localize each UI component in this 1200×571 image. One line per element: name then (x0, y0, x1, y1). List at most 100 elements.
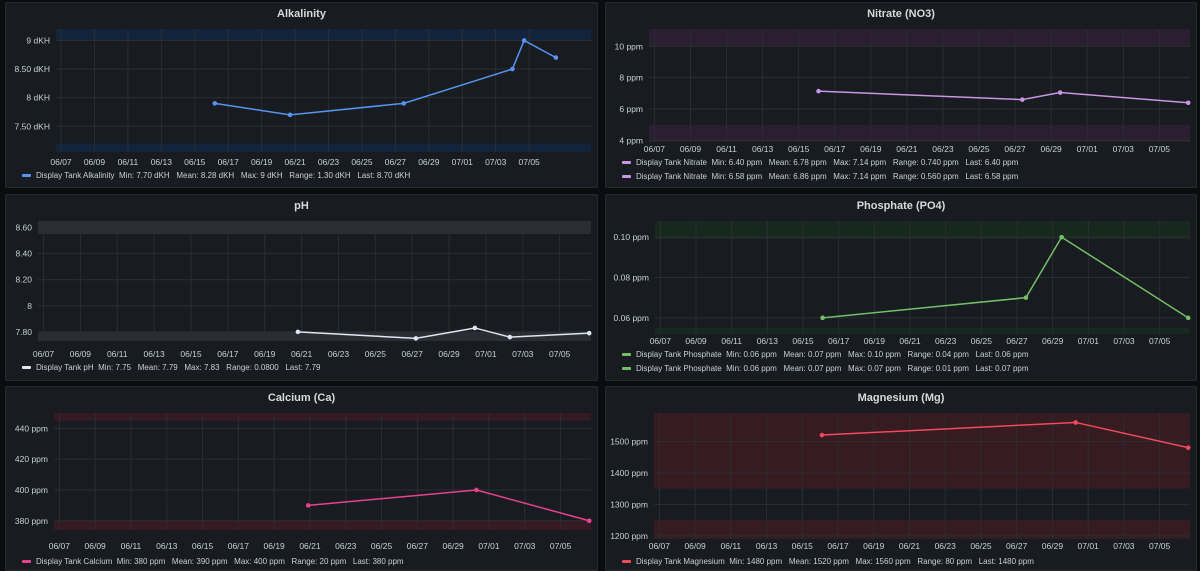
x-tick-label: 07/03 (485, 157, 507, 167)
x-tick-label: 07/01 (1078, 336, 1100, 346)
data-point[interactable] (401, 101, 407, 106)
x-tick-label: 06/19 (254, 349, 276, 359)
legend-item[interactable]: Display Tank Calcium Min: 380 ppm Mean: … (22, 555, 404, 569)
data-point[interactable] (295, 329, 301, 335)
calcium-panel[interactable]: Calcium (Ca) 06/07 06/09 06/11 06/13 06/15 06/… (5, 386, 598, 571)
x-tick-label: 06/09 (685, 336, 707, 346)
legend-swatch (22, 366, 31, 370)
threshold-band (56, 29, 591, 41)
legend-item[interactable]: Display Tank Alkalinity Min: 7.70 dKH Me… (22, 169, 410, 183)
data-point[interactable] (212, 101, 218, 106)
x-tick-label: 06/11 (721, 541, 742, 551)
phosphate-panel[interactable]: Phosphate (PO4) 06/07 06/09 06/11 06/13 06/15… (605, 194, 1197, 381)
x-tick-label: 06/15 (792, 336, 814, 346)
y-tick-label: 8.50 dKH (15, 64, 50, 74)
data-point[interactable] (472, 325, 478, 331)
legend-stats: Min: 7.75 Mean: 7.79 Max: 7.83 Range: 0.… (95, 363, 321, 372)
y-tick-label: 8.40 (15, 249, 32, 259)
legend-item[interactable]: Display Tank Nitrate Min: 6.58 ppm Mean:… (622, 170, 1018, 184)
alkalinity-legend: Display Tank Alkalinity Min: 7.70 dKH Me… (22, 169, 410, 183)
y-tick-label: 8.20 (15, 275, 32, 285)
data-point[interactable] (586, 330, 592, 336)
data-point[interactable] (305, 503, 311, 508)
phosphate-legend: Display Tank Phosphate Min: 0.06 ppm Mea… (622, 348, 1029, 376)
data-point[interactable] (820, 315, 825, 321)
x-tick-label: 06/17 (824, 144, 846, 154)
x-tick-label: 06/09 (85, 541, 107, 551)
x-tick-label: 06/11 (121, 541, 142, 551)
y-tick-label: 7.80 (15, 327, 32, 337)
data-point[interactable] (586, 518, 592, 524)
data-point[interactable] (287, 112, 293, 118)
x-tick-label: 06/25 (371, 541, 393, 551)
x-tick-label: 07/03 (514, 541, 536, 551)
x-tick-label: 07/01 (478, 541, 500, 551)
x-tick-label: 06/27 (407, 541, 429, 551)
x-tick-label: 06/25 (351, 157, 373, 167)
nitrate-panel[interactable]: Nitrate (NO3) 06/07 06/09 06/11 06/13 06/15 06… (605, 2, 1197, 188)
x-tick-label: 07/01 (1078, 541, 1100, 551)
data-point[interactable] (1059, 234, 1064, 240)
data-point[interactable] (1057, 90, 1063, 95)
series-line (818, 90, 1189, 104)
x-tick-label: 06/07 (650, 336, 672, 346)
x-tick-label: 06/27 (1006, 336, 1028, 346)
nitrate-chart: 06/07 06/09 06/11 06/13 06/15 06/17 06/19 06/21… (615, 29, 1191, 154)
data-point[interactable] (1185, 445, 1191, 450)
x-tick-label: 07/03 (1113, 144, 1135, 154)
legend-stats: Min: 7.70 dKH Mean: 8.28 dKH Max: 9 dKH … (116, 171, 411, 180)
ph-panel[interactable]: pH 06/07 06/09 06/11 06/13 06/15 06/17 06/19 06/… (5, 194, 598, 381)
x-tick-label: 06/09 (84, 157, 106, 167)
data-point[interactable] (1185, 100, 1191, 106)
data-point[interactable] (1019, 97, 1025, 102)
x-tick-label: 06/11 (118, 157, 139, 167)
y-tick-label: 1500 ppm (610, 436, 648, 446)
x-tick-label: 07/03 (1113, 541, 1135, 551)
data-point[interactable] (553, 55, 559, 60)
x-tick-label: 06/19 (251, 157, 273, 167)
data-point[interactable] (816, 88, 821, 94)
x-tick-label: 06/25 (970, 541, 992, 551)
threshold-band (56, 143, 591, 152)
y-tick-label: 1300 ppm (610, 499, 648, 509)
data-point[interactable] (1023, 295, 1029, 300)
legend-swatch (622, 353, 631, 357)
legend-swatch (622, 161, 631, 165)
data-point[interactable] (521, 38, 527, 43)
x-tick-label: 06/23 (335, 541, 357, 551)
legend-item[interactable]: Display Tank pH Min: 7.75 Mean: 7.79 Max… (22, 361, 320, 375)
alkalinity-chart: 06/07 06/09 06/11 06/13 06/15 06/17 06/19 06/21… (15, 29, 591, 167)
legend-stats: Min: 6.58 ppm Mean: 6.86 ppm Max: 7.14 p… (709, 172, 1019, 181)
data-point[interactable] (1185, 315, 1191, 321)
x-tick-label: 07/01 (1077, 144, 1099, 154)
x-tick-label: 06/17 (827, 541, 849, 551)
x-tick-label: 07/01 (475, 349, 497, 359)
legend-item[interactable]: Display Tank Nitrate Min: 6.40 ppm Mean:… (622, 156, 1018, 170)
data-point[interactable] (1073, 420, 1078, 425)
y-tick-label: 440 ppm (15, 423, 48, 433)
x-tick-label: 06/19 (860, 144, 882, 154)
x-tick-label: 06/27 (402, 349, 424, 359)
x-tick-label: 07/05 (1149, 144, 1171, 154)
legend-item[interactable]: Display Tank Phosphate Min: 0.06 ppm Mea… (622, 362, 1029, 376)
data-point[interactable] (510, 66, 515, 72)
magnesium-panel[interactable]: Magnesium (Mg) 06/07 06/09 06/11 06/13 06/15 0… (605, 386, 1197, 571)
alkalinity-panel[interactable]: Alkalinity 06/07 06/09 06/11 06/13 06/15 06/17… (5, 2, 598, 188)
data-point[interactable] (507, 334, 513, 340)
legend-item[interactable]: Display Tank Magnesium Min: 1480 ppm Mea… (622, 555, 1034, 569)
x-tick-label: 06/13 (156, 541, 178, 551)
ph-legend: Display Tank pH Min: 7.75 Mean: 7.79 Max… (22, 361, 320, 375)
data-point[interactable] (413, 336, 419, 341)
y-tick-label: 8 (27, 301, 32, 311)
threshold-band (54, 413, 591, 421)
y-tick-label: 7.50 dKH (15, 121, 50, 131)
legend-series-name: Display Tank Phosphate (636, 364, 724, 373)
data-point[interactable] (819, 432, 825, 438)
legend-item[interactable]: Display Tank Phosphate Min: 0.06 ppm Mea… (622, 348, 1029, 362)
alkalinity-panel-title: Alkalinity (277, 8, 326, 20)
x-tick-label: 06/29 (1042, 541, 1064, 551)
legend-swatch (622, 175, 631, 179)
calcium-panel-title: Calcium (Ca) (267, 392, 336, 404)
data-point[interactable] (474, 487, 479, 493)
x-tick-label: 06/27 (1004, 144, 1026, 154)
